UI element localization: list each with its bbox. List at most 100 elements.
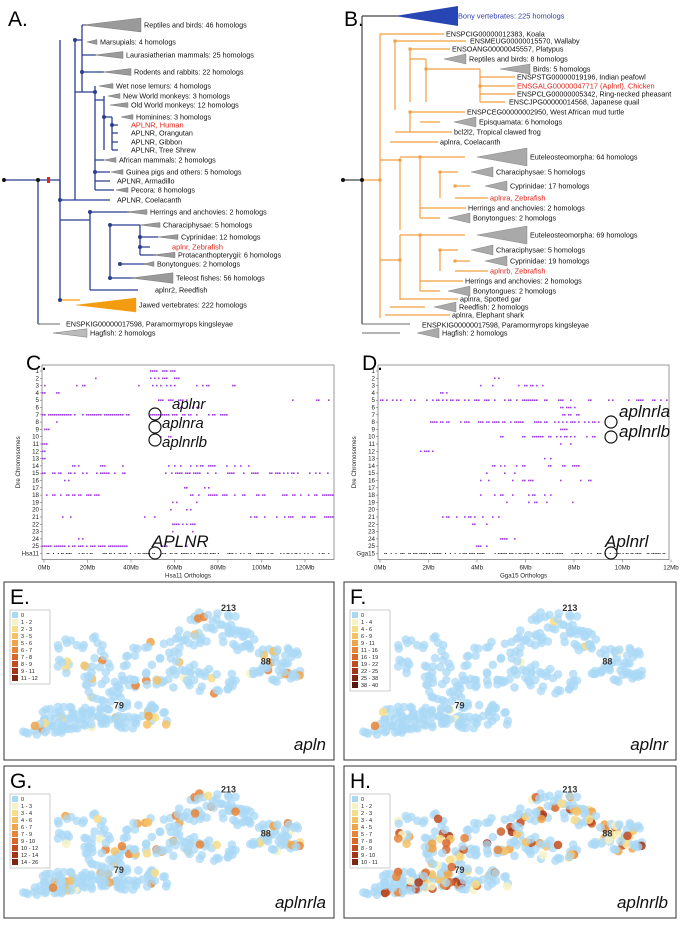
ortholog-reference-mark <box>571 553 573 554</box>
ortholog-mark <box>556 435 558 438</box>
ortholog-mark <box>232 384 234 387</box>
cell-point <box>418 643 428 653</box>
ortholog-mark <box>410 399 412 401</box>
ortholog-mark <box>68 414 70 416</box>
ortholog-mark <box>264 516 266 518</box>
tree-a-leaf-label: Rodents and rabbits: 22 homologs <box>134 68 244 77</box>
cell-point <box>406 876 415 886</box>
cell-point <box>456 852 465 862</box>
ortholog-mark <box>550 457 552 460</box>
ortholog-mark <box>284 516 286 518</box>
cell-point <box>399 702 409 712</box>
ortholog-reference-mark <box>557 553 559 554</box>
tree-a-leaf-label: Guinea pigs and others: 5 homologs <box>126 168 242 177</box>
cell-point <box>389 883 398 892</box>
cell-point <box>436 662 445 672</box>
ortholog-mark <box>172 530 174 533</box>
ortholog-reference-mark <box>627 553 629 554</box>
tree-b-leaf-label: Characiphysae: 5 homologs <box>496 168 586 177</box>
cell-point <box>32 890 42 900</box>
cell-point <box>591 669 600 679</box>
cell-point <box>511 647 520 656</box>
ortholog-reference-mark <box>296 553 298 554</box>
ortholog-mark <box>522 399 524 401</box>
ortholog-mark <box>536 421 538 423</box>
ortholog-mark <box>160 399 162 401</box>
ortholog-mark <box>322 494 324 496</box>
ortholog-reference-mark <box>409 553 411 554</box>
cell-point <box>581 808 591 818</box>
cell-point <box>80 833 89 843</box>
ortholog-reference-mark <box>400 553 402 554</box>
chromosome-tick-label: 8 <box>36 419 40 426</box>
synteny-plot-c: 1234567891011121314151617181920212223242… <box>15 364 335 580</box>
ortholog-reference-mark <box>598 553 600 554</box>
ortholog-mark <box>257 472 259 474</box>
ortholog-mark <box>514 538 516 540</box>
cell-point <box>611 675 621 685</box>
ortholog-mark <box>470 516 472 518</box>
ortholog-mark <box>446 421 448 423</box>
ortholog-mark <box>176 545 178 547</box>
ortholog-reference-mark <box>147 553 149 554</box>
ortholog-mark <box>294 494 296 496</box>
clade-triangle <box>433 301 457 313</box>
ortholog-mark <box>568 414 570 416</box>
ortholog-mark <box>574 421 576 423</box>
chromosome-tick-label: 21 <box>32 514 39 521</box>
ortholog-reference-mark <box>646 553 648 554</box>
ortholog-reference-mark <box>509 553 511 554</box>
ortholog-mark <box>104 545 106 547</box>
ortholog-reference-mark <box>153 553 155 554</box>
cell-point <box>78 818 87 828</box>
ortholog-mark <box>96 414 98 416</box>
ortholog-mark <box>76 384 78 387</box>
ortholog-mark <box>327 472 329 474</box>
ortholog-mark <box>269 472 271 474</box>
ortholog-mark <box>326 494 328 496</box>
ortholog-mark <box>94 414 96 416</box>
legend-entry: 2 - 3 <box>361 811 372 817</box>
ortholog-reference-mark <box>528 553 530 554</box>
cell-point <box>530 675 540 685</box>
ortholog-mark <box>592 435 594 438</box>
legend-swatch <box>352 619 358 625</box>
ortholog-mark <box>184 414 186 416</box>
cell-point <box>433 638 443 648</box>
cell-point <box>482 840 492 849</box>
legend-swatch <box>352 640 358 646</box>
ortholog-reference-mark <box>262 553 264 554</box>
clade-triangle <box>484 255 508 267</box>
tree-b-leaf-label: Reedfish: 2 homologs <box>459 303 529 312</box>
ortholog-mark <box>248 465 250 467</box>
ortholog-reference-mark <box>113 553 115 554</box>
ortholog-reference-mark <box>433 553 435 554</box>
clade-triangle <box>110 169 124 175</box>
clade-triangle <box>98 83 114 89</box>
ortholog-mark <box>44 414 46 416</box>
ortholog-mark <box>562 414 564 416</box>
ortholog-mark <box>496 421 498 423</box>
cluster-number-label: 79 <box>455 700 465 710</box>
ortholog-mark <box>494 494 496 496</box>
ortholog-mark <box>538 421 540 423</box>
clade-triangle <box>447 212 471 224</box>
ortholog-reference-mark <box>89 553 91 554</box>
clade-triangle <box>103 157 117 163</box>
cell-point <box>555 686 565 696</box>
cell-point <box>457 859 466 869</box>
ortholog-reference-mark <box>125 553 127 554</box>
legend-entry: 6 - 9 <box>361 634 372 640</box>
cell-point <box>545 791 554 801</box>
cell-point <box>538 682 548 691</box>
clade-triangle <box>143 261 155 267</box>
ortholog-mark <box>102 472 104 474</box>
tree-a-branch <box>60 199 140 290</box>
ortholog-reference-mark <box>659 553 661 554</box>
cell-point <box>394 644 404 653</box>
umap-panel-letter: H. <box>350 770 371 793</box>
ortholog-reference-mark <box>323 553 325 554</box>
ortholog-mark <box>534 399 536 401</box>
chromosome-tick-label: 25 <box>32 543 39 550</box>
